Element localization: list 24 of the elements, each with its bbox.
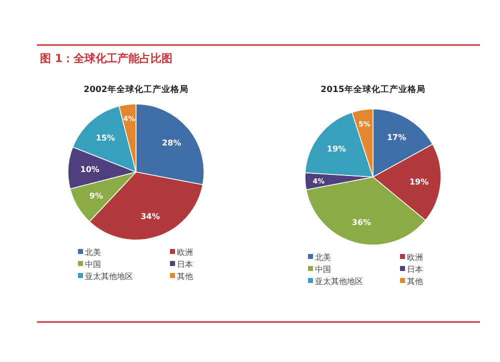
data-label: 19% <box>409 177 429 186</box>
data-label: 28% <box>162 138 182 148</box>
chart-title: 2015年全球化工产业格局 <box>320 84 426 95</box>
legend-label: 日本 <box>407 265 423 274</box>
legend-label: 中国 <box>85 260 101 269</box>
legend-label: 欧洲 <box>407 253 423 262</box>
data-label: 17% <box>386 133 406 142</box>
legend-label: 欧洲 <box>177 248 193 257</box>
legend-label: 日本 <box>177 260 193 269</box>
data-label: 36% <box>352 218 372 227</box>
legend-label: 其他 <box>407 277 423 286</box>
legend-label: 其他 <box>177 272 193 281</box>
data-label: 9% <box>89 192 103 201</box>
legend-label: 亚太其他地区 <box>85 272 133 281</box>
legend-label: 北美 <box>85 248 101 257</box>
chart-title: 2002年全球化工产业格局 <box>84 84 188 95</box>
text: 图 1：全球化工产能占比图 <box>40 52 172 65</box>
data-label: 34% <box>140 212 160 221</box>
data-label: 15% <box>96 133 115 142</box>
data-label: 19% <box>326 144 346 154</box>
legend-label: 北美 <box>315 253 331 262</box>
data-label: 10% <box>80 165 100 174</box>
legend-label: 亚太其他地区 <box>315 277 363 286</box>
legend-label: 中国 <box>315 265 331 274</box>
